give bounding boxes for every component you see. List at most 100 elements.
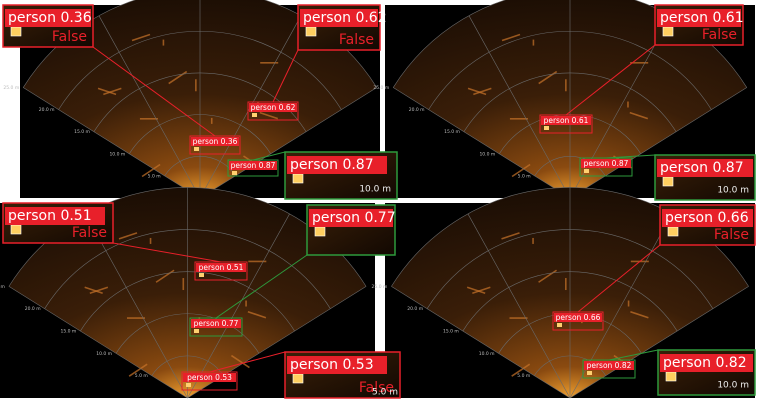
detection-label: person 0.87 [584,159,629,168]
bearing-line [569,286,749,399]
inset-label: person 0.87 [290,157,374,173]
connector-line [215,254,308,319]
inset-label: person 0.82 [663,355,747,371]
sonar-echo [467,87,487,96]
inset-label-bg [657,159,753,177]
detection-label-bg [191,319,241,328]
range-label: 10.0 m [479,351,495,357]
sonar-echo [501,232,520,240]
range-label: 25.0 m [3,85,19,91]
range-label: 10.0 m [96,351,112,357]
range-label: 5.0 m [518,173,531,179]
sonar-echo [466,286,486,295]
inset-label: person 0.77 [312,210,396,226]
connector-line [272,49,299,103]
bearing-line [569,87,747,199]
sonar-echo [259,111,279,120]
bearing-line [467,213,571,399]
sonar-echo [473,87,492,96]
inset-scale: 5.0 m [372,388,398,398]
detection-label: person 0.82 [587,361,632,370]
inset-tag: False [714,227,749,243]
inset-target [305,26,317,37]
bearing-line [199,87,377,199]
sonar-echo [103,87,122,96]
connector-line [112,242,222,263]
target-blob [232,171,237,175]
detection-label-bg [581,159,631,168]
inset-target [292,173,304,184]
zoom-inset: person 0.77 [306,204,396,256]
connector-line [565,44,656,116]
inset-label: person 0.61 [660,10,744,26]
sonar-echo [97,87,117,96]
connector-line [577,244,661,313]
inset-label: person 0.36 [8,10,92,26]
target-blob [587,371,592,375]
detection-label: person 0.66 [556,313,601,322]
inset-target [314,226,326,237]
range-label: 25.0 m [372,284,388,290]
inset-label-bg [5,207,105,225]
connector-line [209,351,286,373]
detection-label: person 0.53 [187,373,232,382]
target-blob [252,113,257,117]
bearing-line [391,286,571,399]
target-blob [194,329,199,333]
sonar-echo [230,354,250,369]
sonar-echo [89,286,109,295]
inset-target [665,371,677,382]
zoom-inset: person 0.87 10.0 m [284,151,398,200]
bearing-line [468,15,571,199]
inset-label-bg [309,209,393,227]
bearing-line [393,87,571,199]
detection-label-bg [541,116,591,125]
inset-target [10,26,22,37]
inset-label-bg [300,9,378,27]
inset-target [662,26,674,37]
sonar-echo [247,310,267,319]
zoom-inset: person 0.62 False [297,4,387,51]
range-label: 5.0 m [135,373,148,379]
sonar-echo [472,286,491,295]
range-label: 20.0 m [25,306,41,312]
target-blob [584,169,589,173]
sonar-echo [141,163,161,178]
sonar-echo [501,33,521,42]
detection-label-bg [554,313,602,322]
bearing-line [85,213,188,399]
detection-label: person 0.77 [194,319,239,328]
range-label: 10.0 m [479,151,495,157]
range-label: 25.0 m [0,284,5,290]
sonar-echo [118,232,138,240]
connector-line [605,154,656,159]
connector-line [92,46,216,137]
inset-tag: False [359,380,394,396]
inset-label-bg [5,9,91,27]
detection-label: person 0.51 [199,263,244,272]
range-label: 15.0 m [443,329,459,335]
inset-label-bg [657,9,741,27]
range-label: 20.0 m [39,107,55,113]
zoom-inset: person 0.87 10.0 m [654,154,756,201]
detection-label: person 0.36 [193,137,238,146]
sonar-echo [128,363,148,377]
sonar-echo [84,286,103,295]
bearing-line [98,15,201,199]
detection-label-bg [229,161,277,170]
inset-label: person 0.87 [660,160,744,176]
inset-target [10,224,22,235]
inset-label-bg [662,209,753,227]
inset-label-bg [660,354,753,372]
sonar-echo [511,163,531,178]
sonar-echo [155,269,175,283]
bearing-line [23,87,201,199]
inset-target [662,176,674,187]
inset-tag: False [339,32,374,48]
target-blob [544,126,549,130]
